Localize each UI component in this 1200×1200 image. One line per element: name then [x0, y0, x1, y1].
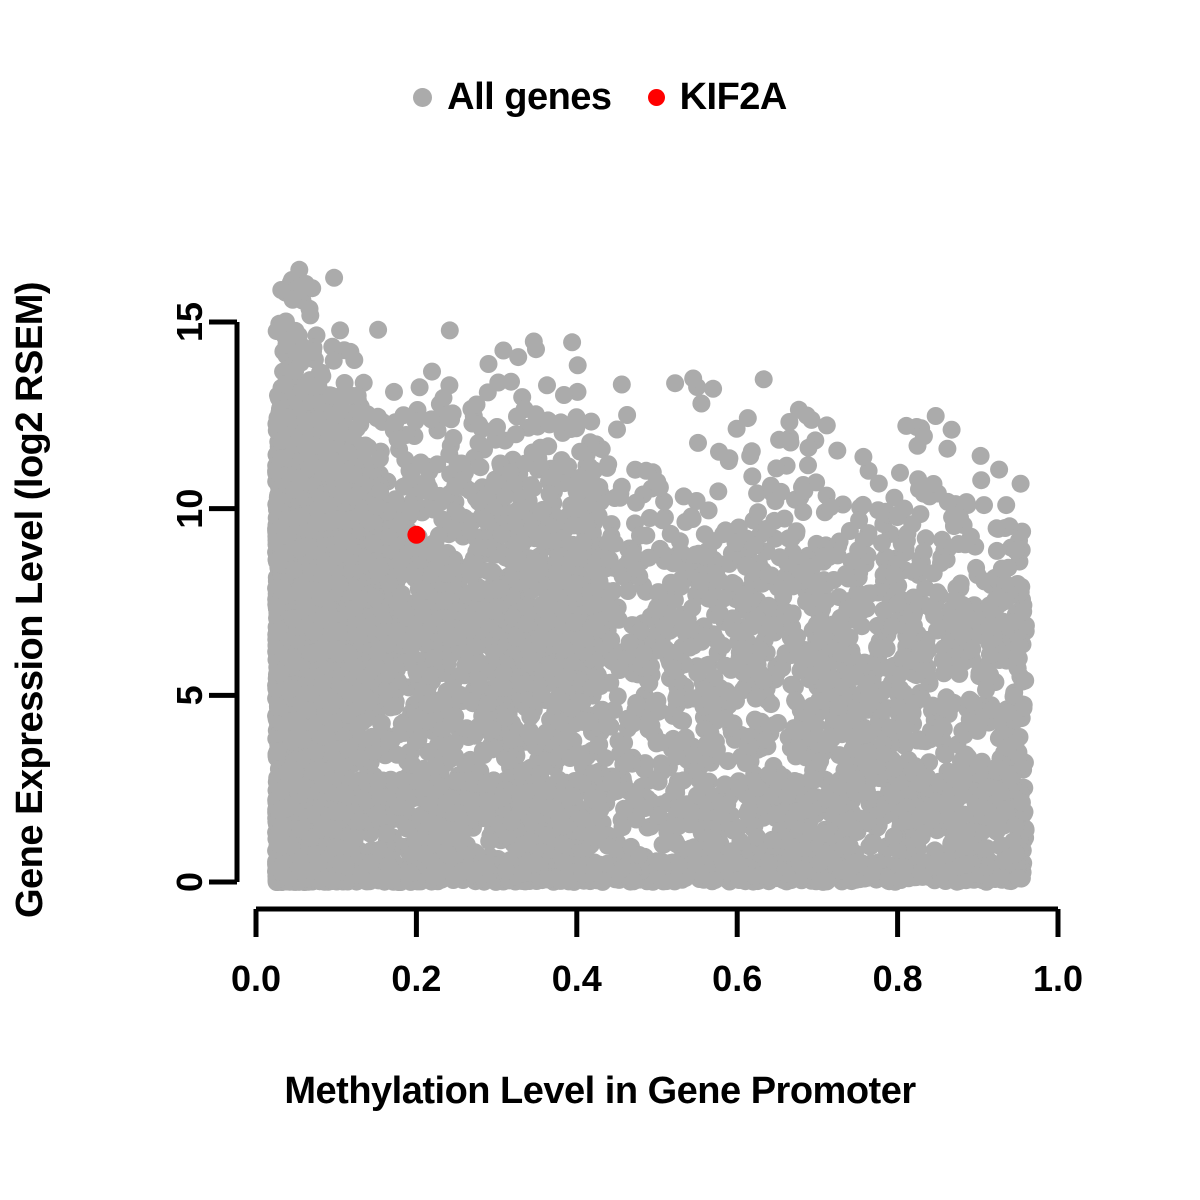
- kif2a-point-layer: [407, 525, 426, 544]
- y-tick-label: 5: [169, 685, 210, 705]
- scatter-points-layer: [267, 260, 1035, 891]
- x-tick-label: 0.0: [231, 958, 281, 999]
- y-tick-label: 15: [169, 302, 210, 342]
- x-tick-label: 0.2: [391, 958, 441, 999]
- kif2a-point: [407, 525, 426, 544]
- y-tick-label: 0: [169, 872, 210, 892]
- legend-marker-all-genes-icon: [413, 87, 433, 107]
- y-tick-label: 10: [169, 489, 210, 529]
- x-tick-label: 1.0: [1033, 958, 1083, 999]
- x-tick-label: 0.4: [552, 958, 602, 999]
- axis-layer: [209, 319, 1061, 937]
- legend-label-all-genes: All genes: [447, 76, 612, 118]
- x-tick-label: 0.8: [873, 958, 923, 999]
- x-tick-label: 0.6: [712, 958, 762, 999]
- x-axis-title: Methylation Level in Gene Promoter: [284, 1070, 916, 1112]
- legend-entry-kif2a: KIF2A: [647, 76, 788, 118]
- legend-label-kif2a: KIF2A: [679, 76, 788, 118]
- legend-marker-kif2a-icon: [647, 88, 665, 106]
- legend: All genes KIF2A: [0, 78, 1200, 116]
- legend-entry-all-genes: All genes: [413, 76, 612, 118]
- axis-tick-labels: 0.0 0.2 0.4 0.6 0.8 1.0 0 5 10 15: [169, 302, 1083, 999]
